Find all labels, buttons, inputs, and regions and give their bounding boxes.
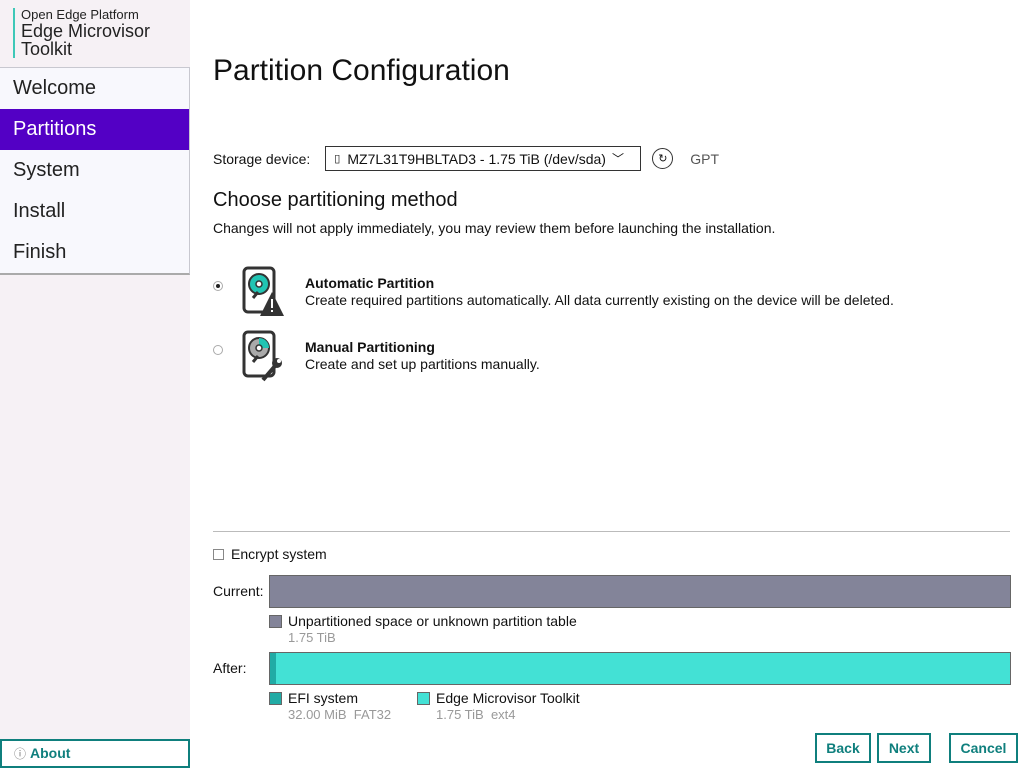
about-button[interactable]: ⓘ About [0, 739, 190, 768]
efi-segment [270, 653, 276, 684]
after-label: After: [213, 660, 247, 676]
disk-icon: ▯ [334, 153, 341, 165]
legend-swatch [269, 692, 282, 705]
legend-name: Unpartitioned space or unknown partition… [288, 613, 577, 629]
back-button[interactable]: Back [815, 733, 871, 763]
legend-efi: EFI system 32.00 MiB FAT32 [269, 690, 391, 722]
info-icon: ⓘ [14, 747, 27, 761]
storage-row: Storage device: ▯ MZ7L31T9HBLTAD3 - 1.75… [213, 146, 719, 171]
next-button[interactable]: Next [877, 733, 931, 763]
nav-item-finish[interactable]: Finish [13, 241, 67, 263]
legend-size: 1.75 TiB [436, 707, 484, 722]
partition-table-type: GPT [690, 150, 720, 167]
divider [213, 531, 1010, 532]
option-title: Manual Partitioning [305, 339, 435, 355]
storage-value: MZ7L31T9HBLTAD3 - 1.75 TiB (/dev/sda) [347, 150, 606, 167]
legend-swatch [269, 615, 282, 628]
refresh-icon[interactable]: ↻ [652, 148, 674, 169]
legend-size: 32.00 MiB [288, 707, 347, 722]
method-heading: Choose partitioning method [213, 189, 458, 211]
nav-item-welcome[interactable]: Welcome [13, 77, 96, 99]
current-label: Current: [213, 583, 264, 599]
brand-title-2: Toolkit [21, 39, 73, 59]
sidebar: Open Edge Platform Edge Microvisor Toolk… [0, 0, 190, 768]
legend-name: Edge Microvisor Toolkit [436, 690, 580, 706]
radio-automatic[interactable] [213, 281, 223, 291]
option-desc: Create and set up partitions manually. [305, 356, 540, 372]
storage-device-select[interactable]: ▯ MZ7L31T9HBLTAD3 - 1.75 TiB (/dev/sda) … [325, 146, 642, 171]
legend-unpartitioned: Unpartitioned space or unknown partition… [269, 613, 577, 645]
radio-manual[interactable] [213, 345, 223, 355]
option-manual[interactable]: Manual Partitioning Create and set up par… [213, 330, 540, 382]
about-label: About [30, 745, 71, 761]
option-automatic[interactable]: Automatic Partition Create required parti… [213, 266, 894, 318]
option-desc: Create required partitions automatically… [305, 292, 894, 308]
legend-fs: FAT32 [353, 707, 392, 722]
nav-item-system[interactable]: System [13, 159, 80, 181]
brand-title: Edge Microvisor [21, 21, 151, 41]
after-partition-bar [269, 652, 1011, 685]
nav-item-partitions[interactable]: Partitions [0, 109, 189, 150]
legend-fs: ext4 [490, 707, 516, 722]
legend-name: EFI system [288, 690, 359, 706]
storage-label: Storage device: [213, 150, 311, 167]
legend-size: 1.75 TiB [288, 630, 336, 645]
disk-wrench-icon [242, 330, 282, 382]
option-title: Automatic Partition [305, 275, 435, 291]
chevron-down-icon: ﹀ [611, 152, 624, 166]
brand-logo: Open Edge Platform Edge Microvisor Toolk… [13, 8, 150, 58]
encrypt-checkbox[interactable]: Encrypt system [213, 546, 327, 562]
brand-subtitle: Open Edge Platform [21, 7, 139, 22]
legend-emt: Edge Microvisor Toolkit 1.75 TiB ext4 [417, 690, 580, 722]
nav-item-install[interactable]: Install [13, 200, 66, 222]
disk-warning-icon [242, 266, 284, 316]
current-partition-bar [269, 575, 1011, 608]
cancel-button[interactable]: Cancel [949, 733, 1018, 763]
step-nav: Welcome Partitions System Install Finish [0, 67, 190, 275]
method-note: Changes will not apply immediately, you … [213, 220, 776, 236]
page-title: Partition Configuration [213, 54, 510, 87]
encrypt-label: Encrypt system [231, 546, 327, 562]
legend-swatch [417, 692, 430, 705]
checkbox[interactable] [213, 548, 224, 560]
